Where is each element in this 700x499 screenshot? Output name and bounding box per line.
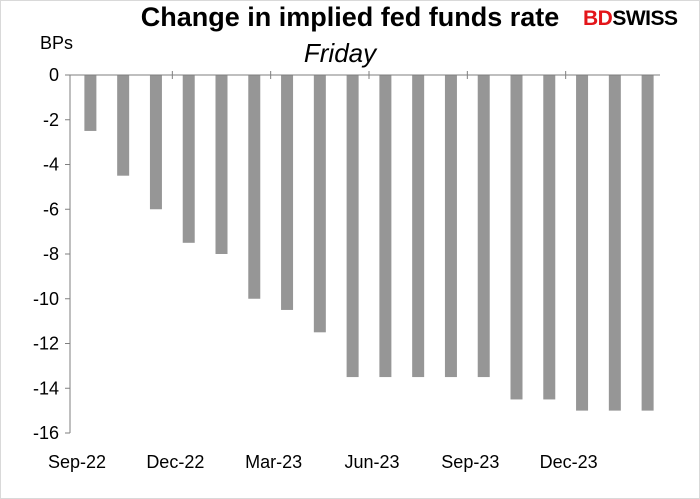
bar [641,75,654,411]
bar [608,75,621,411]
y-tick-label: -10 [33,289,59,309]
chart-title: Change in implied fed funds rate [140,2,560,32]
y-tick-label: -2 [43,110,59,130]
bar [576,75,589,411]
bar [379,75,392,378]
x-tick-label: Mar-23 [245,452,302,472]
bar [84,75,97,131]
y-tick-label: 0 [49,65,59,85]
brand-logo-part2: SWISS [612,7,678,30]
y-axis-label: BPs [40,33,73,53]
bar [281,75,294,310]
brand-logo: BDSWISS [583,7,678,31]
chart-subtitle: Friday [303,38,377,68]
bar [313,75,326,333]
x-tick-label: Sep-23 [441,452,499,472]
bar [215,75,228,254]
bar [149,75,162,210]
bar [346,75,359,378]
bar [477,75,490,378]
bar [444,75,457,378]
y-tick-label: -4 [43,155,59,175]
x-tick-label: Dec-23 [540,452,598,472]
bar [117,75,130,176]
y-tick-label: -8 [43,244,59,264]
bar [182,75,195,243]
bar [510,75,523,400]
bar [248,75,261,299]
y-tick-label: -14 [33,378,59,398]
bar [543,75,556,400]
y-tick-label: -12 [33,334,59,354]
bar [412,75,425,378]
y-tick-label: -16 [33,423,59,443]
brand-logo-part1: BD [583,7,613,30]
x-tick-label: Sep-22 [48,452,106,472]
y-tick-label: -6 [43,199,59,219]
x-tick-label: Jun-23 [344,452,399,472]
x-tick-label: Dec-22 [146,452,204,472]
